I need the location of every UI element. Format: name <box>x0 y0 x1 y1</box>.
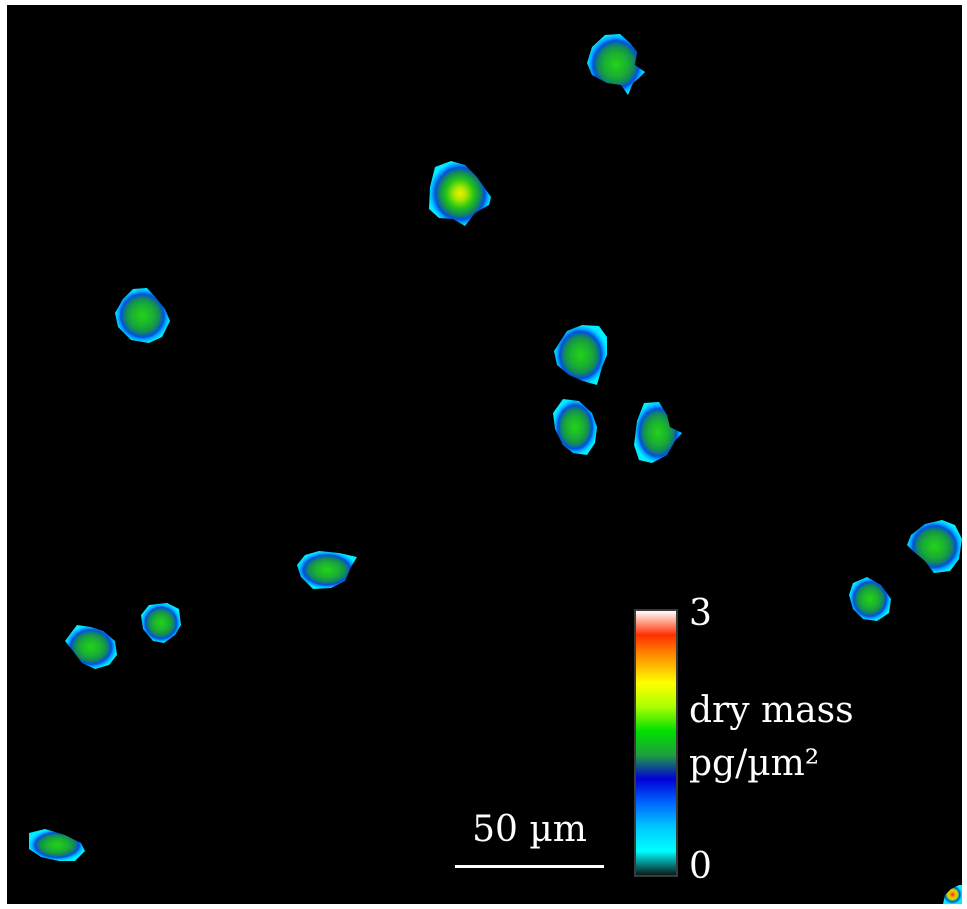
scale-bar-label: 50 µm <box>472 809 587 850</box>
cell-2 <box>429 161 491 226</box>
cell-11 <box>907 520 962 573</box>
cell-12 <box>29 829 85 861</box>
colorbar <box>634 609 678 877</box>
cell-9 <box>65 625 117 669</box>
cell-field <box>29 34 962 904</box>
cell-3 <box>115 288 170 343</box>
scale-bar <box>455 865 604 868</box>
cell-1 <box>587 34 645 95</box>
cell-8 <box>141 603 181 643</box>
colorbar-max-label: 3 <box>689 593 712 634</box>
cell-13 <box>943 885 962 904</box>
cell-4 <box>554 325 607 385</box>
colorbar-min-label: 0 <box>689 846 712 887</box>
colorbar-gradient <box>636 611 676 875</box>
microscopy-image <box>7 5 962 904</box>
cell-5 <box>553 399 597 455</box>
cell-10 <box>849 577 891 621</box>
cell-6 <box>634 402 682 463</box>
cell-7 <box>297 551 357 589</box>
colorbar-quantity-label: dry mass <box>689 690 854 731</box>
colorbar-units-label: pg/µm² <box>689 743 820 784</box>
